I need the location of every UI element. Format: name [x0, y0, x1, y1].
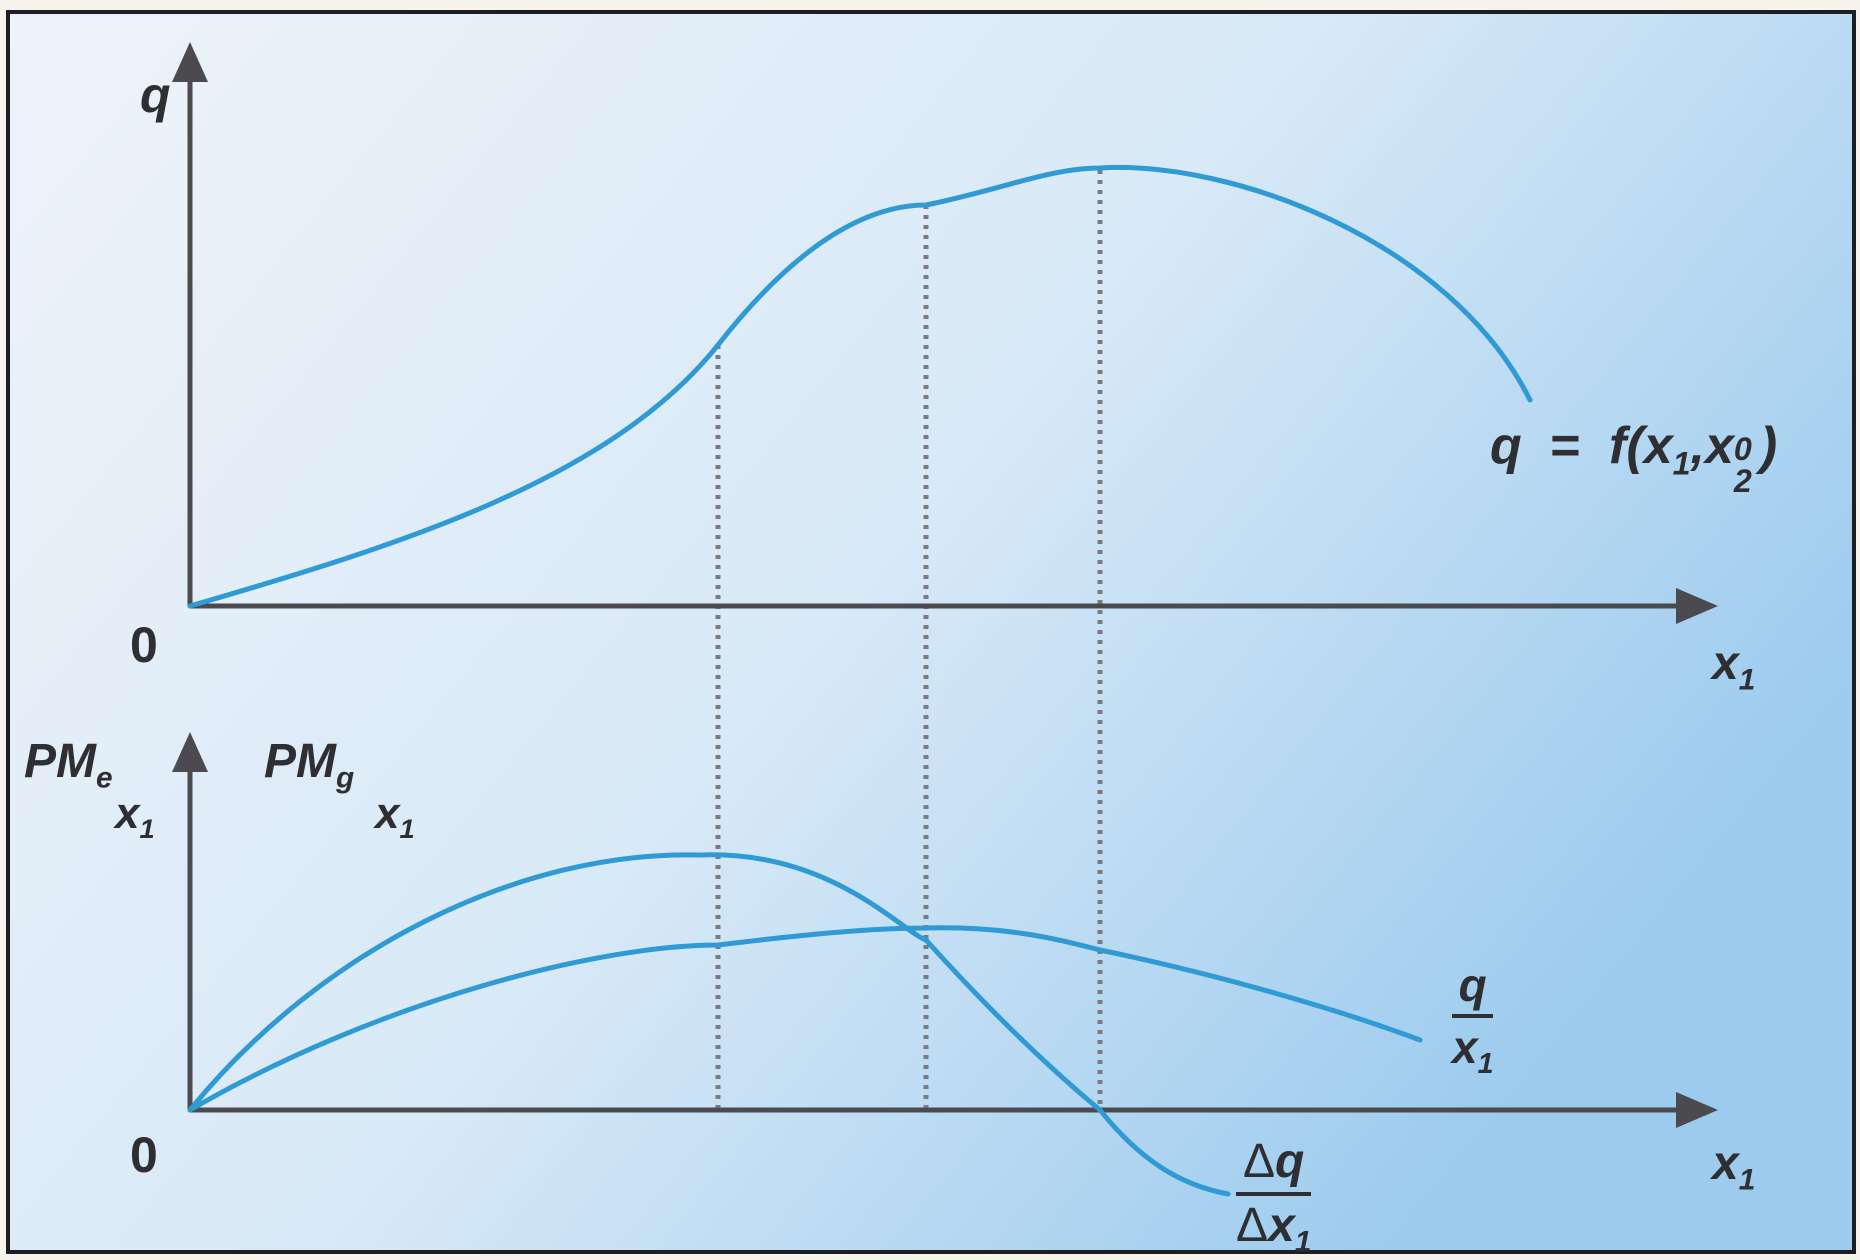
marginal-product-curve — [187, 852, 1231, 1197]
top-origin-label: 0 — [130, 617, 158, 673]
bottom-x-axis-arrow — [1676, 1092, 1718, 1128]
average-product-curve — [187, 925, 1423, 1113]
top-x-axis-label: x1 — [1712, 637, 1756, 697]
bottom-origin-label: 0 — [130, 1127, 158, 1183]
bottom-x-axis-label: x1 — [1712, 1137, 1756, 1197]
average-product-axis-sublabel: x1 — [115, 789, 155, 844]
marginal-product-label: Δq Δx1 — [1236, 1135, 1312, 1259]
total-product-curve — [187, 164, 1533, 609]
average-product-label: q x1 — [1452, 959, 1494, 1081]
diagram-background — [8, 12, 1854, 1252]
marginal-product-axis-label: PMg — [264, 735, 355, 795]
marginal-product-axis-sublabel: x1 — [375, 789, 415, 844]
top-y-axis-arrow — [172, 42, 208, 82]
bottom-y-axis-arrow — [172, 732, 208, 772]
total-product-label: q = f(x1,x 0 2) — [1490, 417, 1778, 499]
top-x-axis-arrow — [1676, 588, 1718, 624]
diagram-frame — [6, 10, 1856, 1254]
top-y-axis-label: q — [140, 67, 171, 123]
average-product-axis-label: PMe — [24, 735, 113, 795]
